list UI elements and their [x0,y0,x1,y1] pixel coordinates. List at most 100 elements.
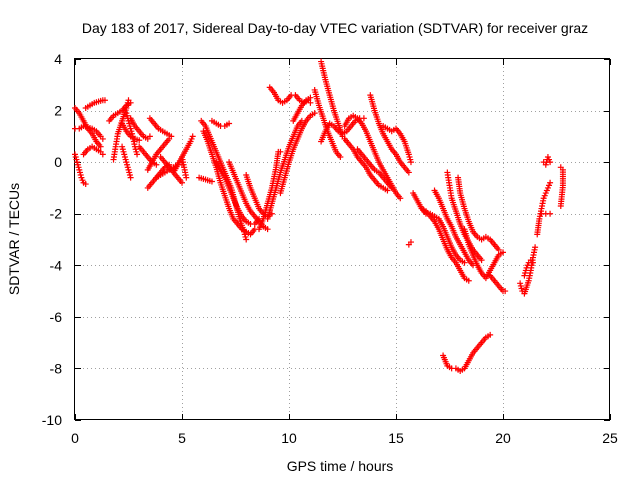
data-point [407,159,414,166]
data-point [487,331,494,338]
x-tick-label: 10 [281,430,297,446]
data-point [495,246,502,253]
series-arc43 [431,187,477,269]
series-arc10 [119,120,143,144]
series-arc01 [72,151,89,188]
x-tick-label: 0 [71,430,79,446]
series-arc14 [146,115,175,140]
series-arc05 [82,97,108,111]
data-point [179,179,185,186]
data-point [264,226,271,233]
y-tick-label: 0 [54,154,62,170]
data-point [153,161,160,168]
data-point [99,135,106,142]
y-tick-label: 4 [54,51,62,67]
series-arc40 [405,239,414,248]
y-tick-label: -8 [50,360,63,376]
series-arc37 [354,146,395,191]
series-arc03 [72,123,106,142]
series-arc31 [290,94,314,124]
data-point [127,174,134,181]
data-point [136,137,143,144]
data-point [478,257,485,264]
series-arc39 [380,123,414,166]
series-arc29 [277,110,318,197]
series-arc18 [170,133,196,176]
data-points [72,58,566,375]
y-tick-label: -10 [42,412,62,428]
data-point [189,133,196,140]
x-tick-label: 20 [495,430,511,446]
data-point [532,244,539,251]
grid [75,59,610,420]
series-arc25 [226,159,271,233]
data-point [168,133,175,140]
data-point [243,236,250,243]
y-axis-label: SDTVAR / TECUs [6,183,22,295]
series-arc38 [367,92,412,176]
series-arc54 [557,164,566,209]
data-point [183,174,190,181]
x-tick-label: 5 [178,430,186,446]
series-arc51 [534,179,554,238]
series-arc45 [455,174,502,253]
data-point [311,110,318,117]
x-tick-label: 25 [602,430,618,446]
series-arc49 [517,244,539,297]
data-point [101,97,108,104]
data-point [461,259,468,266]
data-point [502,288,509,295]
series-arc33 [318,58,348,142]
data-point [384,187,391,194]
data-point [146,133,153,140]
data-point [82,181,89,188]
data-point [226,120,233,127]
series-arc04 [80,143,106,158]
series-arc13 [144,135,173,173]
data-point [307,99,314,106]
data-point [125,97,132,104]
data-point [307,94,314,101]
series-arc50 [521,257,536,279]
data-point [557,202,564,209]
series-arc19 [179,153,190,181]
series-arc07 [110,97,132,163]
data-point [465,277,472,284]
data-point [547,210,554,217]
series-arc20 [196,174,215,185]
data-point [134,151,141,158]
series-arc42 [418,205,472,284]
data-point [388,184,395,191]
chart-title: Day 183 of 2017, Sidereal Day-to-day VTE… [82,20,588,36]
series-arc52 [538,210,554,217]
y-tick-label: 2 [54,103,62,119]
data-point [360,115,367,122]
x-tick-label: 15 [388,430,404,446]
data-point [337,153,344,160]
series-arc23 [208,117,233,130]
plot-frame [74,58,610,420]
y-tick-label: -6 [50,309,63,325]
series-arc11 [127,115,153,142]
data-point [277,148,284,155]
data-point [208,178,215,185]
series-arc22 [200,128,258,238]
data-point [547,179,554,186]
data-point [547,159,554,166]
series-arc08 [119,143,134,181]
series-arc36 [341,135,391,194]
data-point [405,169,412,176]
data-point [97,143,104,150]
series-arc48 [440,331,494,375]
x-axis-label: GPS time / hours [287,458,394,474]
series-arc46 [461,226,506,282]
series-arc17 [157,153,185,186]
axis-ticks: 0 5 10 15 20 25 -10 -8 -6 -4 -2 0 2 4 [42,51,618,446]
data-point [99,151,106,158]
y-tick-label: -2 [50,206,63,222]
series-arc53 [540,153,554,168]
y-tick-label: -4 [50,257,63,273]
data-point [407,239,414,246]
